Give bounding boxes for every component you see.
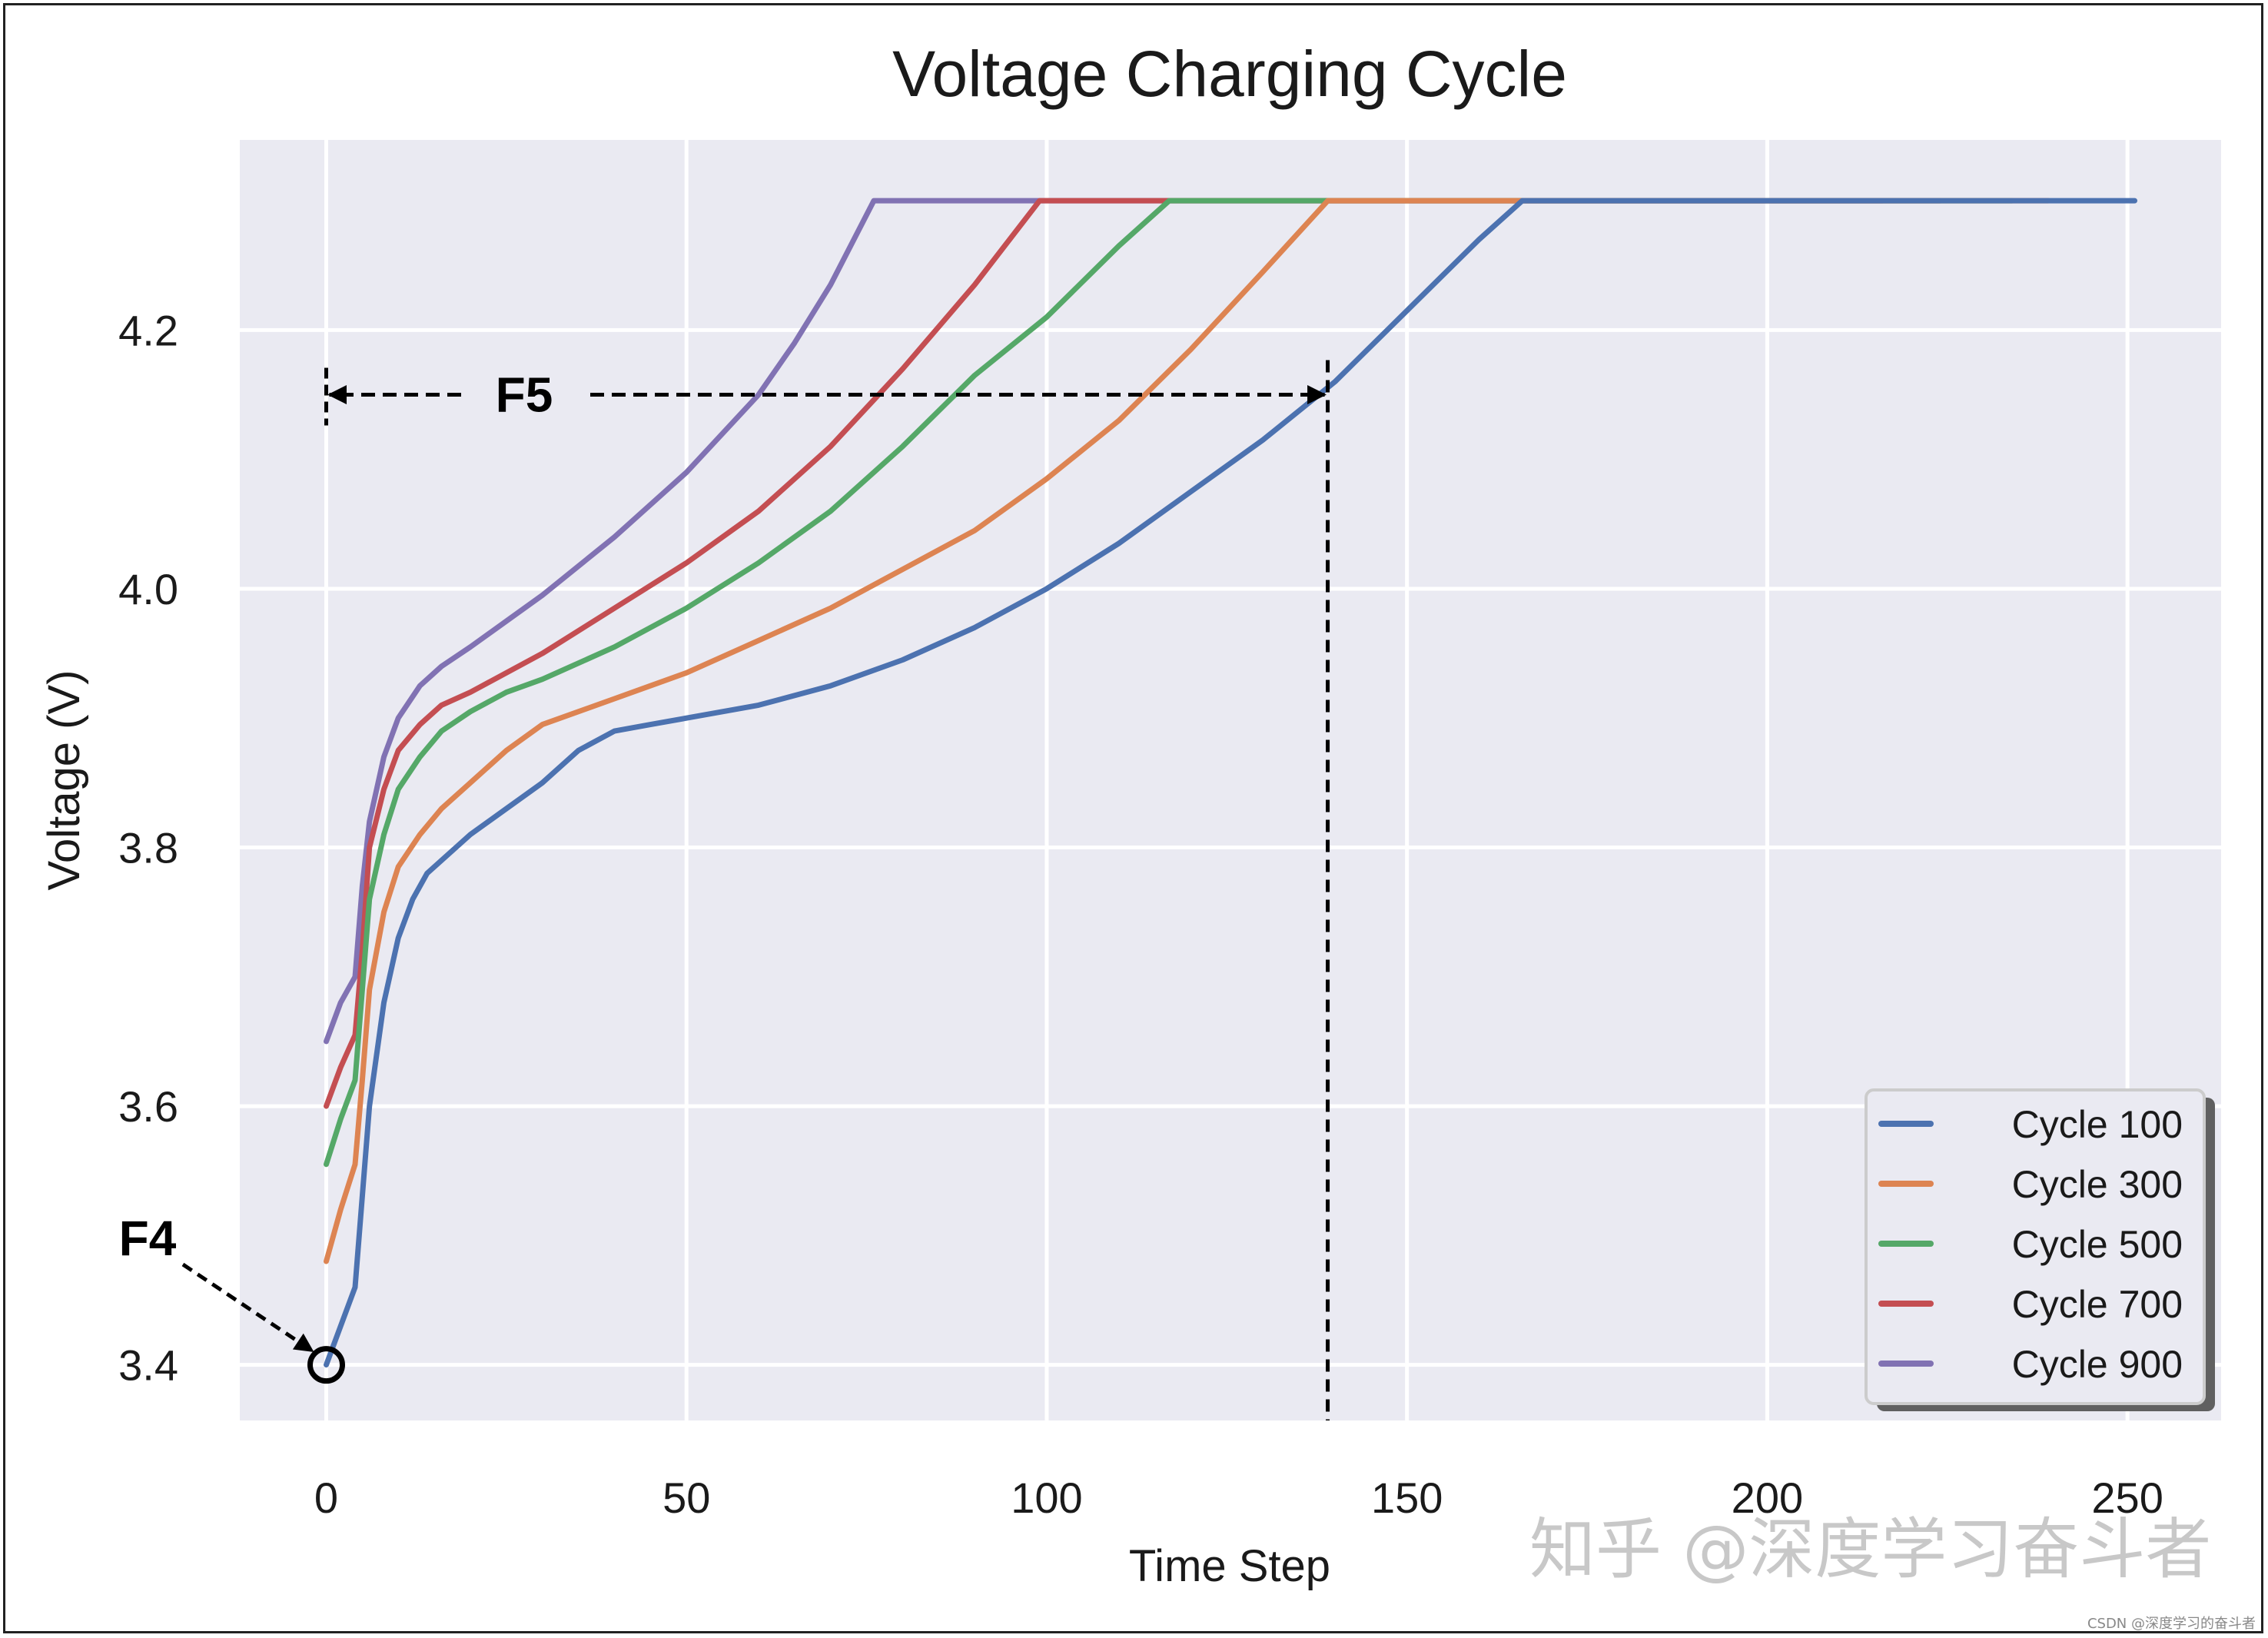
y-tick-label: 4.0 xyxy=(118,565,178,613)
f5-label: F5 xyxy=(496,367,553,423)
f4-label: F4 xyxy=(119,1211,177,1266)
y-tick-labels: 3.4 3.6 3.8 4.0 4.2 xyxy=(118,306,178,1389)
x-tick-label: 0 xyxy=(314,1474,338,1522)
y-tick-label: 4.2 xyxy=(118,306,178,354)
series-line-cycle-900 xyxy=(324,198,1885,1045)
legend: Cycle 100 Cycle 300 Cycle 500 Cycle 700 Cycl… xyxy=(1865,1088,2215,1411)
legend-label: Cycle 100 xyxy=(2012,1103,2183,1146)
series-line-cycle-300 xyxy=(324,198,2051,1264)
x-tick-label: 150 xyxy=(1371,1474,1443,1522)
legend-label: Cycle 900 xyxy=(2012,1343,2183,1386)
chart-title: Voltage Charging Cycle xyxy=(892,38,1567,110)
series-lines xyxy=(324,198,2137,1368)
x-tick-label: 50 xyxy=(662,1474,710,1522)
series-line-cycle-100 xyxy=(324,198,2137,1368)
figure-frame xyxy=(3,3,2263,1633)
watermark-small-text: CSDN @深度学习的奋斗者 xyxy=(2087,1616,2256,1632)
legend-label: Cycle 500 xyxy=(2012,1223,2183,1266)
series-line-cycle-700 xyxy=(324,198,1943,1109)
x-axis-label: Time Step xyxy=(1129,1541,1330,1591)
y-axis-label: Voltage (V) xyxy=(39,670,89,891)
f4-marker-circle xyxy=(307,1346,345,1384)
x-tick-labels: 0 50 100 150 200 250 xyxy=(314,1474,2163,1522)
x-tick-label: 250 xyxy=(2091,1474,2163,1522)
legend-label: Cycle 300 xyxy=(2012,1163,2183,1206)
series-line-cycle-500 xyxy=(324,198,2015,1168)
y-tick-label: 3.6 xyxy=(118,1082,178,1131)
y-tick-label: 3.8 xyxy=(118,824,178,872)
x-tick-label: 100 xyxy=(1011,1474,1082,1522)
legend-box xyxy=(1865,1088,2206,1405)
legend-label: Cycle 700 xyxy=(2012,1283,2183,1326)
annotations: F5 F4 xyxy=(119,360,1330,1420)
y-tick-label: 3.4 xyxy=(118,1341,178,1390)
f4-arrow xyxy=(181,1262,314,1353)
watermark-text: 知乎 @深度学习奋斗者 xyxy=(1529,1511,2211,1588)
x-tick-label: 200 xyxy=(1732,1474,1803,1522)
